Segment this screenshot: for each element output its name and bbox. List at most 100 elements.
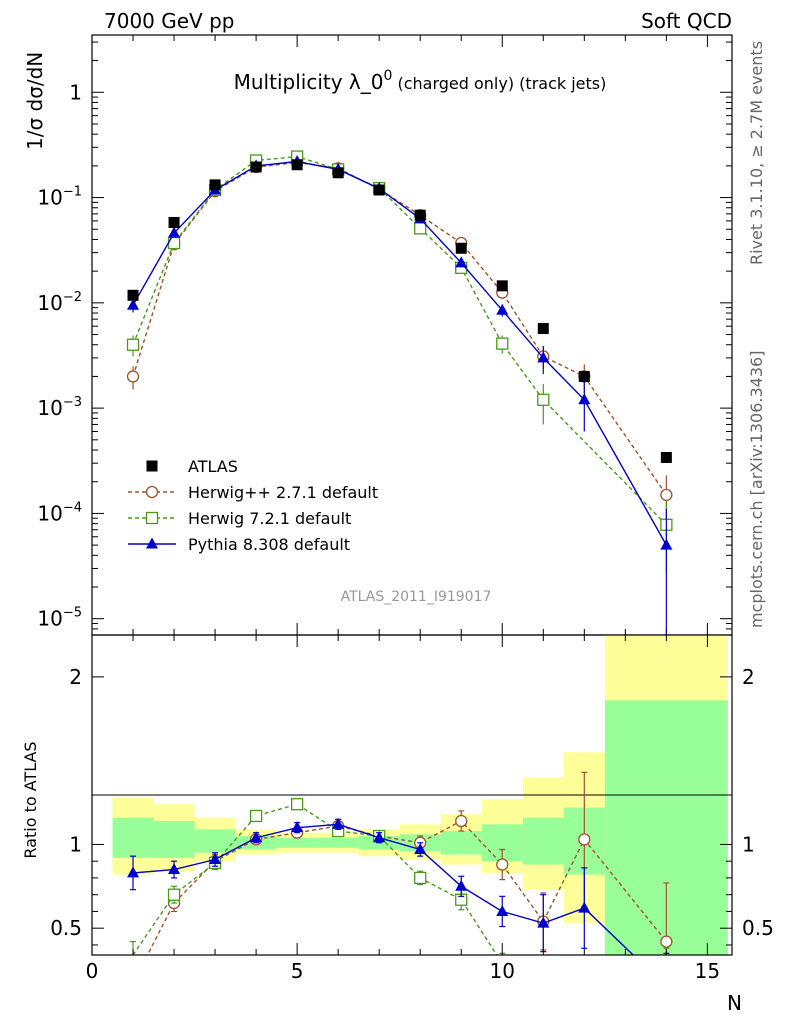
- main-title: Multiplicity λ_00 (charged only) (track …: [234, 68, 607, 94]
- ratio-ytick-label-right: 1: [742, 832, 755, 856]
- main-series-line: [132, 161, 667, 496]
- ratio-series-1: [130, 798, 670, 955]
- main-point: [578, 370, 590, 382]
- main-ytick-label: 10−5: [37, 606, 82, 631]
- main-point: [126, 338, 140, 351]
- main-point: [455, 242, 467, 254]
- ratio-band-stat: [153, 820, 195, 858]
- ratio-ticks: 0.5 0.5 1 1 2 2 0 5 10 15: [50, 635, 774, 983]
- main-series-0: [127, 159, 672, 463]
- main-point: [168, 226, 181, 238]
- main-point: [291, 159, 303, 171]
- ratio-point: [249, 809, 263, 823]
- ratio-point: [455, 814, 468, 828]
- ratio-panel: 0.5 0.5 1 1 2 2 0 5 10 15 Ratio to ATLAS N: [21, 634, 774, 1015]
- main-title-text: Multiplicity λ_0: [234, 70, 384, 94]
- ratio-frame: [91, 634, 733, 956]
- ratio-band-stat: [440, 831, 482, 855]
- header-left: 7000 GeV pp: [104, 9, 235, 33]
- main-ylabel: 1/σ dσ/dN: [23, 52, 47, 150]
- legend: ATLAS Herwig++ 2.7.1 default Herwig 7.2.1 …: [128, 457, 378, 554]
- legend-label: Herwig++ 2.7.1 default: [188, 483, 378, 502]
- main-point: [455, 256, 468, 268]
- ratio-ylabel: Ratio to ATLAS: [21, 741, 40, 858]
- main-point: [660, 451, 672, 463]
- legend-label: ATLAS: [188, 457, 238, 476]
- main-point: [414, 222, 427, 235]
- legend-label: Pythia 8.308 default: [188, 535, 350, 554]
- x-tick-label: 10: [490, 959, 515, 983]
- ratio-point: [414, 842, 427, 854]
- ratio-point: [496, 858, 509, 871]
- ratio-point: [373, 831, 386, 843]
- ratio-band-stat: [522, 817, 564, 865]
- ratio-point: [660, 935, 673, 948]
- ratio-ytick-label: 0.5: [50, 916, 82, 940]
- main-point: [209, 179, 221, 191]
- ratio-point: [455, 879, 468, 891]
- main-title-sup: 0: [383, 68, 392, 84]
- ratio-bands: [112, 635, 728, 955]
- legend-marker: [146, 537, 158, 549]
- main-title-sub: (charged only) (track jets): [392, 74, 606, 93]
- ratio-band-stat: [112, 817, 154, 858]
- main-point: [537, 323, 549, 335]
- ratio-point: [250, 831, 263, 843]
- main-ytick-label: 1: [69, 80, 82, 104]
- main-point: [496, 337, 509, 350]
- ratio-ytick-label-right: 2: [742, 665, 755, 689]
- ratio-point: [127, 866, 140, 878]
- main-point: [250, 161, 262, 173]
- main-point: [537, 351, 550, 363]
- ratio-band-stat: [317, 837, 359, 848]
- main-ytick-label: 10−3: [37, 395, 82, 420]
- side-label-rivet: Rivet 3.1.10, ≥ 2.7M events: [747, 41, 766, 265]
- ratio-point: [167, 888, 181, 901]
- ratio-ytick-label: 1: [69, 832, 82, 856]
- main-point: [127, 289, 139, 301]
- main-point: [660, 488, 673, 502]
- main-point: [660, 538, 673, 550]
- main-point: [537, 393, 550, 406]
- main-point: [496, 280, 508, 292]
- main-point: [332, 167, 344, 179]
- ratio-point: [496, 904, 509, 916]
- ratio-point: [291, 821, 304, 833]
- main-point: [373, 184, 385, 196]
- side-label-mcplots: mcplots.cern.ch [arXiv:1306.3436]: [747, 351, 766, 628]
- ratio-ytick-label-right: 0.5: [742, 916, 774, 940]
- header-right: Soft QCD: [641, 9, 732, 33]
- x-tick-label: 0: [86, 959, 99, 983]
- legend-label: Herwig 7.2.1 default: [188, 509, 351, 528]
- main-series-line: [132, 155, 667, 526]
- ratio-band-stat: [194, 829, 236, 853]
- legend-marker: [146, 460, 158, 472]
- x-axis-label: N: [727, 991, 742, 1015]
- main-point: [496, 303, 509, 315]
- ratio-point: [168, 863, 181, 875]
- ratio-point: [290, 798, 304, 811]
- ratio-point: [332, 817, 345, 829]
- main-ytick-label: 10−2: [37, 290, 82, 315]
- ratio-ytick-label: 2: [69, 665, 82, 689]
- x-tick-label: 15: [695, 959, 720, 983]
- ratio-point: [414, 871, 427, 885]
- ratio-point: [578, 901, 591, 913]
- legend-marker: [145, 511, 159, 525]
- ratio-band-stat: [276, 837, 318, 848]
- ratio-point: [578, 833, 591, 846]
- main-series: [126, 150, 673, 635]
- main-ytick-label: 10−4: [37, 500, 82, 525]
- main-ticks: 10−5 10−4 10−3 10−2 10−1 1: [37, 35, 732, 636]
- main-point: [578, 393, 591, 405]
- ratio-point: [537, 916, 550, 928]
- legend-marker: [145, 485, 159, 499]
- main-panel: Multiplicity λ_00 (charged only) (track …: [23, 34, 733, 636]
- main-point: [168, 216, 180, 228]
- main-ytick-label: 10−1: [37, 185, 82, 210]
- ratio-point: [209, 853, 222, 865]
- main-point: [127, 298, 140, 310]
- main-point: [414, 209, 426, 221]
- main-point: [126, 370, 140, 383]
